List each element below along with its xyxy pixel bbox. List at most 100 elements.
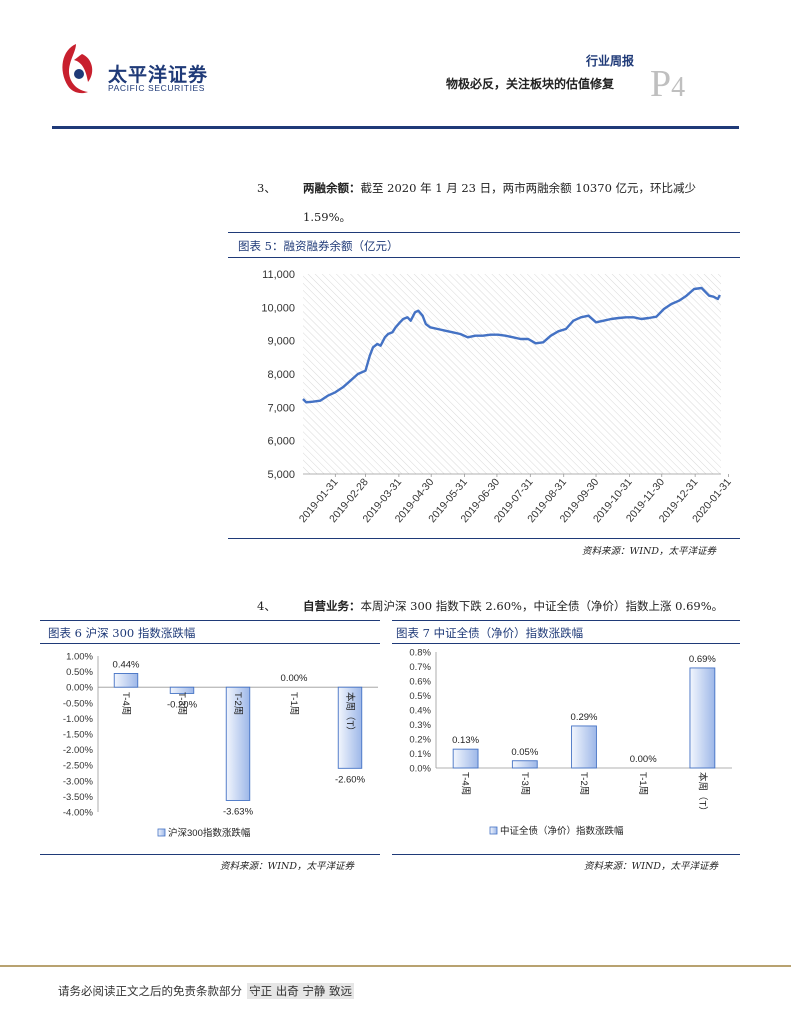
figure7: 图表 7 中证全债（净价）指数涨跌幅 0.8% 0.7% 0.6% 0.5% 0.4% 0… [392, 620, 740, 875]
category-label: 本周（T） [344, 692, 356, 736]
margin-balance-line [302, 286, 721, 404]
plot-area-hatch [303, 274, 721, 474]
y-tick-label: 7,000 [267, 402, 295, 414]
bar [169, 686, 195, 694]
footer-disclaimer: 请务必阅读正文之后的免责条款部分 [58, 984, 242, 998]
section4-text: 本周沪深 300 指数下跌 2.60%，中证全债（净价）指数上涨 0.69%。 [360, 599, 724, 613]
category-label: T-4周 [120, 692, 131, 715]
bar-data-label: -0.20% [167, 699, 198, 710]
y-tick-label: 0.3% [409, 720, 431, 731]
section3-lead: 两融余额： [303, 181, 361, 195]
y-tick-label: -2.50% [63, 761, 94, 772]
header-rule [52, 126, 739, 129]
legend-swatch [157, 828, 166, 837]
y-tick-label: 11,000 [262, 269, 295, 281]
y-tick-label: 0.8% [409, 648, 431, 659]
bar [511, 760, 538, 769]
footer-motto: 守正 出奇 宁静 致远 [247, 983, 355, 999]
figure6-title: 图表 6 沪深 300 指数涨跌幅 [48, 626, 196, 640]
bar-data-label: 0.44% [113, 659, 140, 670]
y-tick-label: -1.00% [63, 714, 94, 725]
y-tick-label: -3.00% [63, 776, 94, 787]
y-tick-label: 0.2% [409, 735, 431, 746]
page-header: 太平洋证券 PACIFIC SECURITIES 行业周报 物极必反，关注板块的… [0, 0, 791, 135]
section3-line2: 1.59%。 [303, 210, 352, 224]
bar [452, 748, 479, 769]
figure7-title-bar: 图表 7 中证全债（净价）指数涨跌幅 [392, 620, 740, 644]
figure5-title: 图表 5：融资融券余额（亿元） [238, 239, 399, 253]
y-tick-label: 0.00% [66, 683, 93, 694]
section3-number: 3、 [257, 181, 276, 195]
bar [571, 725, 597, 769]
category-label: T-1周 [637, 772, 648, 795]
category-label: T-2周 [232, 692, 243, 715]
y-tick-label: 9,000 [267, 336, 295, 348]
section3-text1: 截至 2020 年 1 月 23 日，两市两融余额 10370 亿元，环比减少 [360, 181, 697, 195]
report-type: 行业周报 [586, 54, 635, 68]
section4-line: 自营业务：本周沪深 300 指数下跌 2.60%，中证全债（净价）指数上涨 0.… [303, 598, 723, 614]
page-number: P4 [650, 62, 685, 106]
company-logo-cn: 太平洋证券 [108, 64, 209, 86]
company-logo-en: PACIFIC SECURITIES [108, 83, 206, 93]
section4-lead: 自营业务： [303, 599, 361, 613]
category-label: T-2周 [578, 772, 589, 795]
y-tick-label: -1.50% [63, 730, 94, 741]
bar-data-label: 0.00% [281, 673, 308, 684]
bar-data-label: 0.00% [630, 754, 657, 765]
bar-data-label: 0.05% [511, 747, 538, 758]
page-letter: P [650, 63, 672, 105]
figure6: 图表 6 沪深 300 指数涨跌幅 1.00% 0.50% 0.00% -0.50% -… [40, 620, 380, 875]
bar-data-label: 0.29% [571, 712, 598, 723]
y-tick-label: 6,000 [267, 436, 295, 448]
legend-label: 沪深300指数涨跌幅 [168, 827, 251, 839]
category-label: T-1周 [288, 692, 299, 715]
bar [689, 667, 716, 769]
bar-data-label: -2.60% [335, 774, 366, 785]
y-tick-label: 0.0% [409, 764, 431, 775]
footer-rule [0, 965, 791, 967]
hs300-chart: 1.00% 0.50% 0.00% -0.50% -1.00% -1.50% -2.00% -… [63, 652, 378, 839]
csi-bond-chart: 0.8% 0.7% 0.6% 0.5% 0.4% 0.3% 0.2% 0.1% 0.0% 0.13… [409, 648, 732, 837]
bar-data-label: -3.63% [223, 806, 254, 817]
bar-data-label: 0.13% [452, 735, 479, 746]
figure5-title-bar: 图表 5：融资融券余额（亿元） [228, 232, 740, 258]
y-tick-label: 0.6% [409, 677, 431, 688]
footer: 请务必阅读正文之后的免责条款部分 守正 出奇 宁静 致远 [58, 980, 355, 999]
page-digit: 4 [671, 72, 686, 103]
figure5-source: 资料来源：WIND，太平洋证券 [582, 546, 716, 557]
figure6-source: 资料来源：WIND，太平洋证券 [220, 861, 354, 872]
y-tick-label: 0.7% [409, 662, 431, 673]
y-tick-label: -3.50% [63, 792, 94, 803]
figure6-bottom-rule [40, 854, 380, 855]
y-tick-label: 0.4% [409, 706, 431, 717]
y-tick-label: 1.00% [66, 652, 93, 663]
company-logo-icon [62, 44, 93, 94]
y-tick-label: -0.50% [63, 698, 94, 709]
y-tick-label: 5,000 [267, 469, 295, 481]
figure7-title: 图表 7 中证全债（净价）指数涨跌幅 [396, 626, 584, 640]
figure7-source: 资料来源：WIND，太平洋证券 [584, 861, 718, 872]
section4-number: 4、 [257, 599, 276, 613]
y-tick-label: 0.1% [409, 749, 431, 760]
bar-data-label: 0.69% [689, 654, 716, 665]
y-tick-label: 8,000 [267, 369, 295, 381]
y-tick-label: -4.00% [63, 808, 94, 819]
y-tick-label: 0.5% [409, 691, 431, 702]
legend-label: 中证全债（净价）指数涨跌幅 [500, 825, 624, 837]
category-label: T-4周 [460, 772, 471, 795]
bar [113, 673, 139, 688]
figure5: 图表 5：融资融券余额（亿元） 5,000 6,000 7,000 8,000 9,00… [228, 230, 740, 560]
margin-balance-chart: 5,0006,0007,0008,0009,00010,00011,000201… [261, 269, 734, 525]
y-tick-label: 0.50% [66, 667, 93, 678]
figure7-bottom-rule [392, 854, 740, 855]
legend-swatch [489, 826, 498, 835]
category-label: T-3周 [176, 692, 187, 715]
category-label: T-3周 [519, 772, 530, 795]
figure6-title-bar: 图表 6 沪深 300 指数涨跌幅 [40, 620, 380, 644]
bar [337, 686, 363, 769]
y-tick-label: 10,000 [261, 302, 295, 314]
category-label: 本周（T） [696, 772, 708, 816]
report-title: 物极必反，关注板块的估值修复 [446, 77, 615, 91]
y-tick-label: -2.00% [63, 745, 94, 756]
bar [225, 686, 251, 801]
